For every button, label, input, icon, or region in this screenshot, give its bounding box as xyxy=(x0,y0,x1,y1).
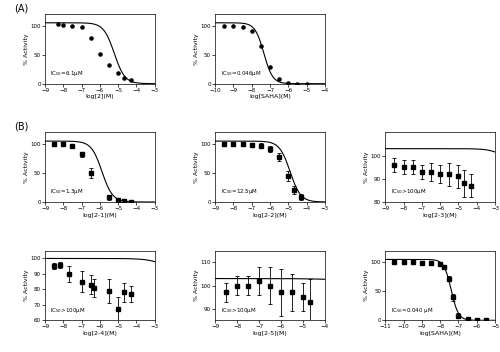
Text: (B): (B) xyxy=(14,122,28,132)
X-axis label: log[SAHA](M): log[SAHA](M) xyxy=(419,331,461,336)
Text: IC$_{50}$>100μM: IC$_{50}$>100μM xyxy=(390,187,426,196)
Text: IC$_{50}$>100μM: IC$_{50}$>100μM xyxy=(220,306,256,315)
X-axis label: log[2-2](M): log[2-2](M) xyxy=(252,213,288,218)
Text: IC$_{50}$=0.040 μM: IC$_{50}$=0.040 μM xyxy=(390,306,433,315)
Y-axis label: % Activity: % Activity xyxy=(24,270,29,301)
Text: IC$_{50}$=0.046μM: IC$_{50}$=0.046μM xyxy=(220,69,261,78)
X-axis label: log[2-4](M): log[2-4](M) xyxy=(82,331,118,336)
Y-axis label: % Activity: % Activity xyxy=(364,151,369,183)
X-axis label: log[2-5](M): log[2-5](M) xyxy=(252,331,288,336)
Y-axis label: % Activity: % Activity xyxy=(24,151,29,183)
Text: IC$_{50}$>100μM: IC$_{50}$>100μM xyxy=(50,306,86,315)
Text: IC$_{50}$=12.5μM: IC$_{50}$=12.5μM xyxy=(220,187,258,196)
X-axis label: log[SAHA](M): log[SAHA](M) xyxy=(249,94,291,99)
Text: IC$_{50}$=1.3μM: IC$_{50}$=1.3μM xyxy=(50,187,84,196)
Y-axis label: % Activity: % Activity xyxy=(194,151,199,183)
X-axis label: log[2-3](M): log[2-3](M) xyxy=(422,213,458,218)
X-axis label: log[2](M): log[2](M) xyxy=(86,94,114,99)
Text: IC$_{50}$=6.1μM: IC$_{50}$=6.1μM xyxy=(50,69,84,78)
Y-axis label: % Activity: % Activity xyxy=(194,33,199,65)
Text: (A): (A) xyxy=(14,4,28,14)
Y-axis label: % Activity: % Activity xyxy=(194,270,199,301)
Y-axis label: % Activity: % Activity xyxy=(364,270,369,301)
X-axis label: log[2-1](M): log[2-1](M) xyxy=(82,213,118,218)
Y-axis label: % Activity: % Activity xyxy=(24,33,29,65)
